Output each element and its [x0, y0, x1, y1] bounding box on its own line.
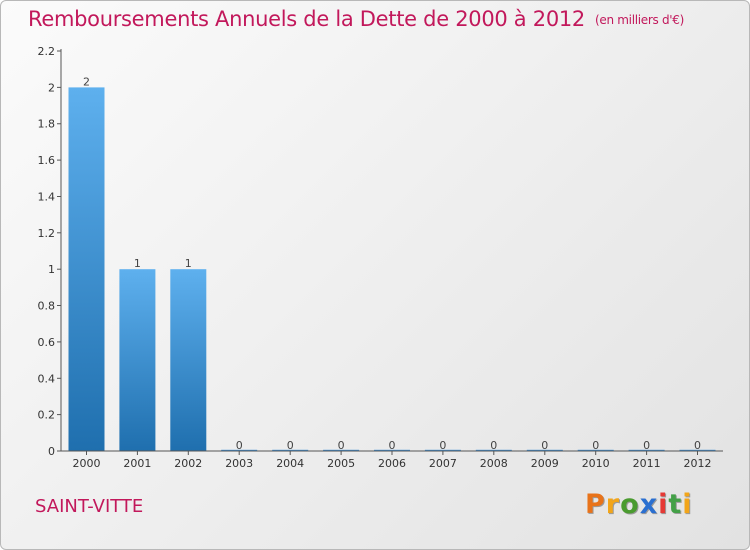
- data-label: 1: [134, 257, 141, 270]
- proxiti-logo: Proxiti: [585, 489, 693, 520]
- bar: [119, 269, 156, 451]
- bar: [323, 449, 360, 451]
- y-tick-label: 1: [48, 263, 55, 276]
- y-tick-label: 1.2: [38, 227, 56, 240]
- data-label: 0: [643, 439, 650, 452]
- bar: [374, 449, 410, 451]
- data-label: 0: [694, 439, 701, 452]
- x-tick-label: 2006: [378, 457, 406, 470]
- data-label: 0: [338, 439, 345, 452]
- bar: [424, 449, 461, 451]
- y-tick-label: 0.4: [38, 372, 56, 385]
- y-tick-label: 0.6: [38, 336, 56, 349]
- data-label: 0: [592, 439, 599, 452]
- y-tick-label: 1.8: [38, 118, 56, 131]
- x-tick-label: 2008: [480, 457, 508, 470]
- bar: [68, 87, 105, 452]
- x-tick-label: 2012: [684, 457, 712, 470]
- x-tick-label: 2011: [633, 457, 661, 470]
- x-tick-label: 2007: [429, 457, 457, 470]
- x-tick-label: 2004: [276, 457, 304, 470]
- y-tick-label: 2.2: [38, 45, 56, 58]
- y-tick-label: 0.2: [38, 409, 56, 422]
- x-tick-label: 2000: [73, 457, 101, 470]
- logo-letter: x: [639, 489, 659, 520]
- data-label: 0: [287, 439, 294, 452]
- data-label: 0: [389, 439, 396, 452]
- bar: [577, 449, 614, 451]
- chart-title: Remboursements Annuels de la Dette de 20…: [28, 7, 684, 31]
- bar: [475, 449, 512, 451]
- bar: [272, 449, 309, 451]
- y-tick-label: 0.8: [38, 300, 56, 313]
- logo-letter: t: [668, 489, 683, 520]
- bar: [526, 449, 563, 451]
- x-tick-label: 2003: [225, 457, 253, 470]
- data-label: 0: [541, 439, 548, 452]
- bar: [170, 269, 207, 451]
- data-label: 0: [236, 439, 243, 452]
- data-label: 0: [439, 439, 446, 452]
- bar: [221, 449, 258, 451]
- bar: [679, 449, 716, 451]
- y-tick-label: 0: [48, 445, 55, 458]
- x-tick-label: 2001: [123, 457, 151, 470]
- y-tick-label: 1.4: [38, 191, 56, 204]
- bar: [628, 449, 665, 451]
- commune-name: SAINT-VITTE: [35, 496, 144, 517]
- logo-letter: r: [605, 489, 621, 520]
- logo-letter: P: [585, 489, 606, 520]
- labels: 2200012001120020200302004020050200602007…: [38, 45, 712, 470]
- chart-subtitle: (en milliers d'€): [595, 13, 685, 27]
- title-text: Remboursements Annuels de la Dette de 20…: [28, 7, 585, 31]
- x-tick-label: 2005: [327, 457, 355, 470]
- data-label: 2: [83, 75, 90, 88]
- x-tick-label: 2002: [174, 457, 202, 470]
- y-tick-label: 1.6: [38, 154, 56, 167]
- axes: [57, 49, 723, 455]
- bars: [68, 87, 716, 452]
- logo-letter: i: [658, 489, 669, 520]
- x-tick-label: 2010: [582, 457, 610, 470]
- data-label: 1: [185, 257, 192, 270]
- y-tick-label: 2: [48, 81, 55, 94]
- data-label: 0: [490, 439, 497, 452]
- x-tick-label: 2009: [531, 457, 559, 470]
- logo-letter: o: [620, 489, 640, 520]
- logo-letter: i: [682, 489, 693, 520]
